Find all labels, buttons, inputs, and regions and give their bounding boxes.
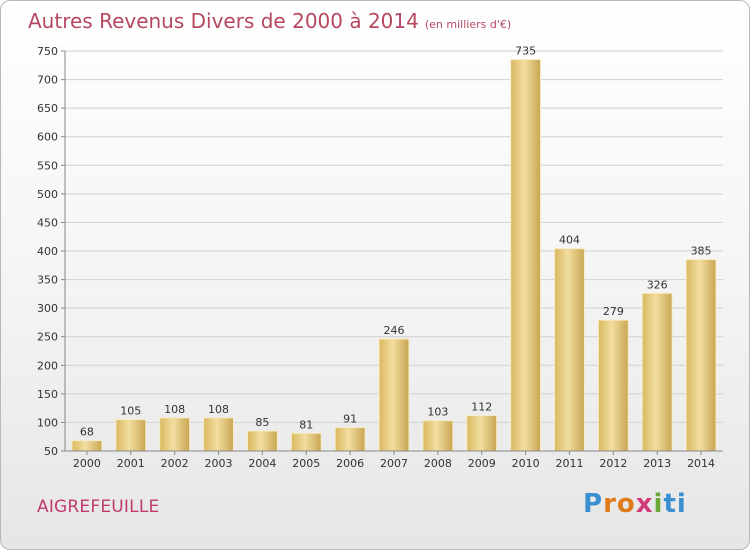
value-label: 735: [515, 45, 536, 58]
value-label: 112: [471, 401, 492, 414]
bar-2011: [554, 248, 585, 452]
y-tick-label: 300: [37, 302, 58, 315]
value-label: 103: [427, 406, 448, 419]
bar-2007: [378, 338, 410, 452]
y-tick-label: 700: [37, 74, 58, 87]
value-label: 404: [559, 234, 580, 247]
logo-letter: i: [676, 489, 687, 519]
y-tick-label: 500: [37, 188, 58, 201]
proxiti-logo: Proxiti: [583, 489, 687, 519]
y-tick-label: 600: [37, 131, 58, 144]
bar-2001: [115, 419, 147, 452]
unit-text: (en milliers d'€): [424, 18, 512, 31]
x-tick-label: 2006: [336, 457, 364, 470]
value-label: 246: [384, 324, 405, 337]
value-label: 279: [603, 305, 624, 318]
value-label: 108: [208, 403, 229, 416]
value-label: 85: [255, 416, 269, 429]
x-tick-label: 2003: [205, 457, 233, 470]
value-label: 385: [691, 245, 712, 258]
bar-2004: [246, 430, 278, 452]
bar-2012: [597, 319, 629, 452]
y-tick-label: 100: [37, 416, 58, 429]
y-tick-label: 550: [37, 159, 58, 172]
value-label: 326: [647, 278, 668, 291]
logo-letter: i: [653, 489, 664, 519]
y-tick-label: 650: [37, 102, 58, 115]
bar-2008: [422, 420, 454, 452]
y-tick-label: 150: [37, 388, 58, 401]
value-label: 105: [120, 405, 141, 418]
x-tick-label: 2013: [643, 457, 671, 470]
y-tick-label: 50: [44, 445, 58, 458]
x-tick-label: 2012: [599, 457, 627, 470]
y-axis: 50 100 150 200 250 300 350 400 450 500 550 600 650 70…: [37, 45, 66, 458]
x-tick-label: 2005: [292, 457, 320, 470]
bar-2003: [203, 417, 234, 452]
logo-letter: x: [635, 489, 654, 519]
chart-title: Autres Revenus Divers de 2000 à 2014 (en …: [28, 9, 511, 33]
bar-2009: [466, 415, 498, 452]
x-tick-label: 2007: [380, 457, 408, 470]
bar-2013: [641, 292, 673, 452]
x-tick-label: 2001: [117, 457, 145, 470]
value-label: 108: [164, 403, 185, 416]
bar-2010: [510, 59, 542, 452]
logo-letter: t: [663, 489, 677, 519]
logo-letter: o: [616, 489, 636, 519]
x-tick-label: 2000: [73, 457, 101, 470]
logo-letter: r: [603, 489, 617, 519]
bar-2000: [71, 440, 103, 452]
value-label: 68: [80, 426, 94, 439]
x-tick-label: 2011: [555, 457, 583, 470]
title-text: Autres Revenus Divers de 2000 à 2014: [28, 9, 419, 33]
x-tick-label: 2004: [248, 457, 276, 470]
bar-2014: [685, 259, 717, 452]
y-tick-label: 200: [37, 359, 58, 372]
value-label: 81: [299, 418, 313, 431]
bar-2005: [290, 432, 322, 452]
bar-2002: [159, 417, 191, 452]
x-tick-label: 2009: [468, 457, 496, 470]
bars: 68 105 108 108 85 81 91 246 103 112 735 404 279 326 38…: [71, 45, 717, 452]
x-tick-label: 2014: [687, 457, 715, 470]
x-tick-label: 2008: [424, 457, 452, 470]
y-tick-label: 350: [37, 274, 58, 287]
y-tick-label: 750: [37, 45, 58, 58]
y-tick-label: 250: [37, 331, 58, 344]
value-label: 91: [343, 413, 357, 426]
commune-name: AIGREFEUILLE: [37, 497, 160, 517]
bar-2006: [334, 427, 366, 452]
y-tick-label: 400: [37, 245, 58, 258]
logo-letter: P: [583, 489, 604, 519]
x-tick-label: 2002: [161, 457, 189, 470]
y-tick-label: 450: [37, 216, 58, 229]
x-axis: 2000 2001 2002 2003 2004 2005 2006 2007 2008 2009…: [65, 450, 723, 470]
x-tick-label: 2010: [512, 457, 540, 470]
